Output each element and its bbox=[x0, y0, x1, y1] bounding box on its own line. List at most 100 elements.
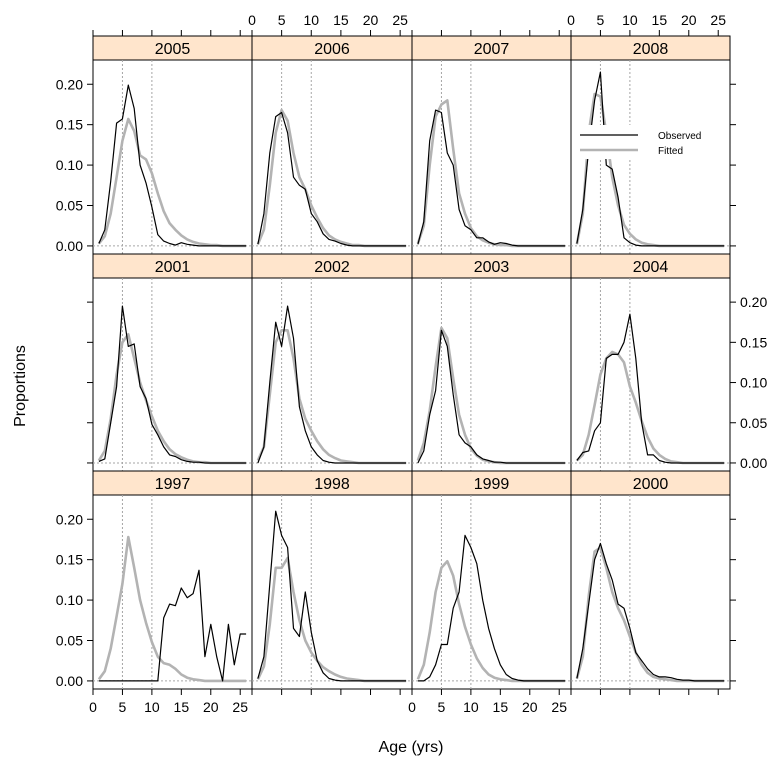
y-tick-label: 0.20 bbox=[56, 511, 83, 527]
x-tick-label: 20 bbox=[681, 12, 697, 28]
panel-border-2007 bbox=[411, 59, 572, 255]
legend-observed-label: Observed bbox=[658, 131, 701, 142]
y-tick-label: 0.05 bbox=[56, 633, 83, 649]
x-tick-label: 20 bbox=[522, 699, 538, 715]
x-tick-label: 0 bbox=[248, 12, 256, 28]
fitted-line-1997 bbox=[97, 535, 247, 683]
legend-fitted-label: Fitted bbox=[658, 146, 683, 157]
observed-line-2002 bbox=[257, 305, 407, 464]
x-tick-label: 25 bbox=[232, 699, 248, 715]
y-tick-label: 0.05 bbox=[56, 198, 83, 214]
strip-2008 bbox=[570, 35, 731, 61]
x-tick-label: 15 bbox=[652, 12, 668, 28]
x-tick-label: 5 bbox=[278, 12, 286, 28]
observed-line-2005 bbox=[98, 84, 247, 247]
y-tick-label: 0.10 bbox=[56, 592, 83, 608]
x-tick-label: 10 bbox=[144, 699, 160, 715]
strip-label-2003: 2003 bbox=[474, 259, 510, 276]
x-tick-label: 5 bbox=[597, 12, 605, 28]
observed-line-2007 bbox=[417, 109, 566, 247]
legend: Observed Fitted bbox=[576, 125, 722, 159]
y-tick-label: 0.00 bbox=[740, 455, 767, 471]
strip-label-2005: 2005 bbox=[155, 41, 191, 58]
panel-2004: 2004 bbox=[570, 253, 731, 472]
fitted-line-2007 bbox=[416, 99, 566, 248]
panel-border-2002 bbox=[251, 277, 413, 472]
y-tick-label: 0.00 bbox=[56, 673, 83, 689]
strip-label-1997: 1997 bbox=[155, 476, 191, 493]
observed-line-2000 bbox=[576, 542, 725, 682]
panel-border-2006 bbox=[251, 59, 413, 255]
fitted-line-1998 bbox=[256, 556, 407, 683]
x-tick-label: 0 bbox=[408, 699, 416, 715]
observed-line-2008 bbox=[576, 71, 725, 247]
y-tick-label: 0.15 bbox=[740, 334, 767, 350]
panel-border-1997 bbox=[92, 494, 253, 690]
x-tick-label: 5 bbox=[119, 699, 127, 715]
panel-2003: 2003 bbox=[411, 253, 572, 472]
panel-border-1998 bbox=[251, 494, 413, 690]
x-tick-label: 25 bbox=[710, 12, 726, 28]
fitted-line-2000 bbox=[575, 546, 725, 683]
fitted-line-2008 bbox=[575, 92, 725, 248]
strip-2001 bbox=[92, 253, 253, 279]
x-tick-label: 20 bbox=[203, 699, 219, 715]
y-tick-label: 0.10 bbox=[740, 375, 767, 391]
strip-2003 bbox=[411, 253, 572, 279]
observed-line-1998 bbox=[257, 510, 407, 682]
strip-label-2008: 2008 bbox=[633, 41, 669, 58]
x-tick-label: 10 bbox=[622, 12, 638, 28]
panel-2002: 2002 bbox=[251, 253, 413, 472]
observed-line-2006 bbox=[257, 111, 407, 247]
panel-2000: 2000 bbox=[570, 470, 731, 690]
fitted-line-2006 bbox=[256, 108, 407, 248]
x-tick-label: 10 bbox=[463, 699, 479, 715]
panel-2005: 2005 bbox=[92, 35, 253, 255]
strip-1997 bbox=[92, 470, 253, 496]
strip-label-1998: 1998 bbox=[314, 476, 350, 493]
observed-line-2003 bbox=[417, 329, 566, 464]
panel-border-2000 bbox=[570, 494, 731, 690]
x-tick-label: 25 bbox=[551, 699, 567, 715]
x-tick-label: 25 bbox=[392, 12, 408, 28]
axes-layer: 0.00 0.05 0.10 0.15 0.20 0 5 10 15 20 25 0 5 10 15 20 25… bbox=[56, 12, 768, 715]
observed-line-2001 bbox=[98, 305, 247, 464]
panels-layer: 2005 2006 2007 2008 2001 2002 2003 2004 1997 1998… bbox=[92, 35, 731, 690]
y-tick-label: 0.20 bbox=[56, 76, 83, 92]
strip-label-2000: 2000 bbox=[633, 476, 669, 493]
panel-2001: 2001 bbox=[92, 253, 253, 472]
y-tick-label: 0.10 bbox=[56, 157, 83, 173]
panel-1998: 1998 bbox=[251, 470, 413, 690]
strip-1999 bbox=[411, 470, 572, 496]
y-tick-label: 0.15 bbox=[56, 117, 83, 133]
panel-1999: 1999 bbox=[411, 470, 572, 690]
x-axis-label: Age (yrs) bbox=[379, 739, 444, 756]
y-tick-label: 0.15 bbox=[56, 552, 83, 568]
panel-2007: 2007 bbox=[411, 35, 572, 255]
x-tick-label: 5 bbox=[438, 699, 446, 715]
y-tick-label: 0.00 bbox=[56, 238, 83, 254]
x-tick-label: 0 bbox=[567, 12, 575, 28]
legend-background bbox=[576, 125, 722, 159]
panel-1997: 1997 bbox=[92, 470, 253, 690]
panel-border-2003 bbox=[411, 277, 572, 472]
strip-label-1999: 1999 bbox=[474, 476, 510, 493]
panel-2006: 2006 bbox=[251, 35, 413, 255]
strip-label-2004: 2004 bbox=[633, 259, 669, 276]
y-axis-label: Proportions bbox=[12, 345, 29, 427]
x-tick-label: 15 bbox=[333, 12, 349, 28]
observed-line-1999 bbox=[417, 534, 566, 682]
strip-2006 bbox=[251, 35, 413, 61]
fitted-line-2002 bbox=[256, 328, 407, 465]
x-tick-label: 10 bbox=[303, 12, 319, 28]
fitted-line-1999 bbox=[416, 559, 566, 683]
observed-line-2004 bbox=[576, 313, 725, 464]
strip-label-2001: 2001 bbox=[155, 259, 191, 276]
y-tick-label: 0.05 bbox=[740, 415, 767, 431]
observed-line-1997 bbox=[98, 569, 247, 682]
fitted-line-2001 bbox=[97, 332, 247, 465]
strip-label-2006: 2006 bbox=[314, 41, 350, 58]
strip-2007 bbox=[411, 35, 572, 61]
x-tick-label: 15 bbox=[493, 699, 509, 715]
